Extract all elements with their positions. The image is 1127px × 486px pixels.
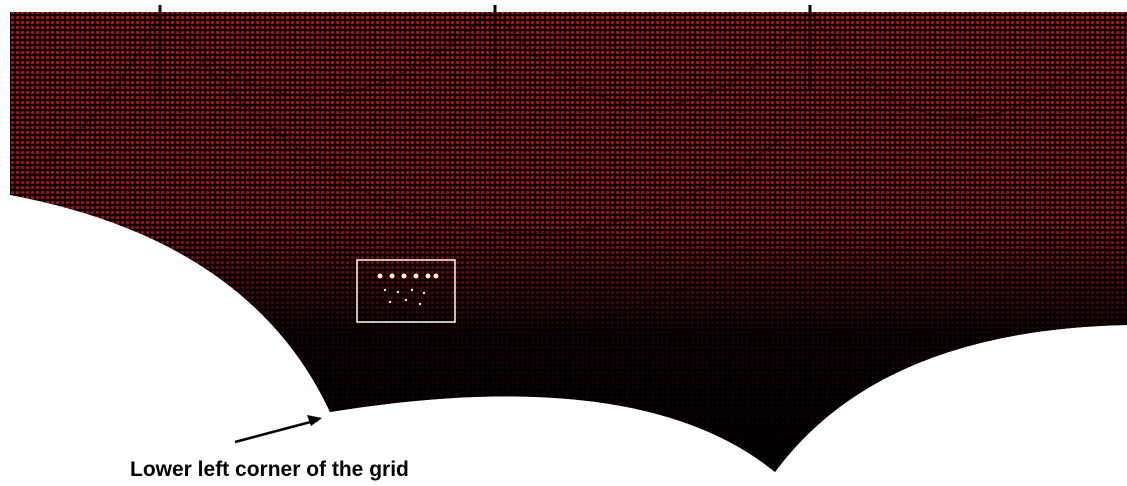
grid-mesh [0, 0, 1127, 486]
figure: Lower left corner of the grid [0, 0, 1127, 486]
page: {"annotation": {"text": "Lower left corn… [0, 0, 1127, 486]
annotation: Lower left corner of the grid [130, 458, 409, 481]
arrow [235, 415, 322, 442]
